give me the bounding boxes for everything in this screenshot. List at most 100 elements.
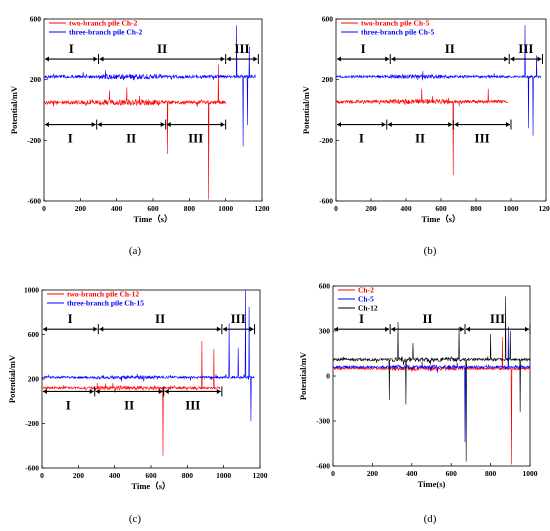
series-line-three-branch-pile-ch-2 — [43, 25, 256, 147]
x-tick-label: 1200 — [253, 471, 268, 480]
x-axis-title: Time（s） — [133, 214, 172, 224]
chart-panel-1: 0 200 400 600 800 1000 1200 600 200 -200 -600 Time（… — [9, 15, 270, 258]
y-tick-label: 200 — [322, 75, 334, 84]
arrow-head-left — [387, 122, 392, 128]
region-label: II — [445, 41, 455, 56]
series-line-two-branch-pile-ch-12 — [41, 341, 221, 456]
plot-frame — [43, 18, 263, 202]
y-tick-label: -200 — [27, 136, 41, 145]
arrow-head-right — [506, 122, 510, 128]
x-tick-label: 800 — [182, 471, 194, 480]
plot-frame — [335, 18, 547, 202]
legend-label: Ch-12 — [358, 304, 378, 313]
arrow-head-left — [334, 326, 338, 332]
region-label: I — [68, 131, 73, 146]
y-tick-label: 0 — [326, 372, 330, 381]
y-axis-title: Potential/mV — [301, 85, 311, 134]
x-tick-label: 600 — [446, 469, 458, 478]
region-label: II — [126, 131, 136, 146]
arrow-head-left — [337, 56, 341, 62]
series-line-three-branch-pile-ch-5 — [335, 25, 542, 136]
region-label: III — [518, 41, 533, 56]
arrow-head-right — [381, 122, 386, 128]
arrow-head-right — [385, 326, 390, 332]
region-label: II — [157, 41, 167, 56]
region-label: II — [422, 311, 432, 326]
region-label: I — [359, 131, 364, 146]
y-tick-label: 600 — [28, 330, 40, 339]
series-line-two-branch-pile-ch-5 — [335, 88, 508, 176]
x-tick-label: 1000 — [504, 204, 519, 213]
region-label: II — [155, 311, 165, 326]
panel-caption: (c) — [129, 513, 142, 525]
series-line-two-branch-pile-ch-2 — [43, 64, 226, 200]
arrow-head-right — [216, 388, 221, 394]
y-tick-label: 600 — [322, 15, 334, 24]
x-tick-label: 0 — [42, 204, 46, 213]
region-label: III — [185, 397, 200, 412]
arrow-head-left — [164, 388, 169, 394]
arrow-head-left — [45, 122, 49, 128]
arrow-head-right — [385, 56, 390, 62]
x-tick-label: 600 — [145, 471, 157, 480]
series-line-ch-5 — [332, 326, 531, 443]
x-tick-label: 200 — [367, 469, 379, 478]
x-axis-title: Time（s） — [421, 214, 460, 224]
y-tick-label: -200 — [319, 136, 333, 145]
region-label: I — [68, 311, 73, 326]
x-tick-label: 400 — [111, 204, 123, 213]
arrow-head-left — [454, 122, 459, 128]
arrow-head-right — [89, 388, 94, 394]
legend-label: three-branch pile Ch-15 — [67, 299, 144, 308]
y-tick-label: -600 — [27, 197, 41, 206]
arrow-head-right — [253, 56, 258, 62]
x-tick-label: 600 — [147, 204, 159, 213]
x-tick-label: 400 — [109, 471, 121, 480]
series-line-ch-2 — [332, 336, 531, 465]
region-label: III — [188, 131, 203, 146]
y-tick-label: 200 — [28, 375, 40, 384]
arrow-head-left — [391, 56, 396, 62]
region-label: III — [475, 131, 490, 146]
y-axis-title: Potential/mV — [298, 351, 308, 400]
legend-label: three-branch pile Ch-2 — [69, 28, 142, 37]
chart-panel-2: 0 200 400 600 800 1000 1200 600 200 -200 -600 Time（… — [301, 15, 550, 258]
region-label: III — [231, 311, 246, 326]
x-tick-label: 1200 — [255, 204, 270, 213]
x-tick-label: 600 — [435, 204, 447, 213]
arrow-head-right — [525, 326, 529, 332]
arrow-head-left — [337, 122, 341, 128]
panel-caption: (d) — [424, 513, 437, 525]
arrow-head-left — [95, 388, 100, 394]
series-line-ch-12 — [332, 296, 531, 462]
x-tick-label: 400 — [406, 469, 418, 478]
region-label: III — [234, 41, 249, 56]
region-label: I — [359, 311, 364, 326]
arrow-head-left — [43, 326, 47, 332]
arrow-head-right — [220, 122, 225, 128]
arrow-head-left — [510, 56, 515, 62]
region-label: II — [415, 131, 425, 146]
legend-label: two-branch pile Ch-12 — [67, 290, 139, 299]
arrow-head-right — [220, 56, 225, 62]
arrow-head-left — [226, 56, 231, 62]
legend-label: Ch-5 — [358, 295, 374, 304]
y-tick-label: -300 — [316, 417, 330, 426]
y-tick-label: 200 — [30, 75, 42, 84]
arrow-head-left — [222, 326, 227, 332]
legend-label: two-branch pile Ch-5 — [361, 19, 430, 28]
arrow-head-right — [537, 56, 542, 62]
x-tick-label: 1200 — [539, 204, 550, 213]
arrow-head-left — [166, 122, 171, 128]
x-tick-label: 800 — [470, 204, 482, 213]
y-tick-label: -600 — [319, 197, 333, 206]
x-tick-label: 800 — [184, 204, 196, 213]
y-tick-label: -200 — [25, 419, 39, 428]
x-axis-title: Time(s) — [418, 479, 446, 489]
series-line-three-branch-pile-ch-15 — [41, 289, 255, 422]
y-tick-label: 600 — [30, 15, 42, 24]
x-tick-label: 800 — [485, 469, 497, 478]
x-tick-label: 200 — [73, 471, 85, 480]
region-label: I — [361, 41, 366, 56]
